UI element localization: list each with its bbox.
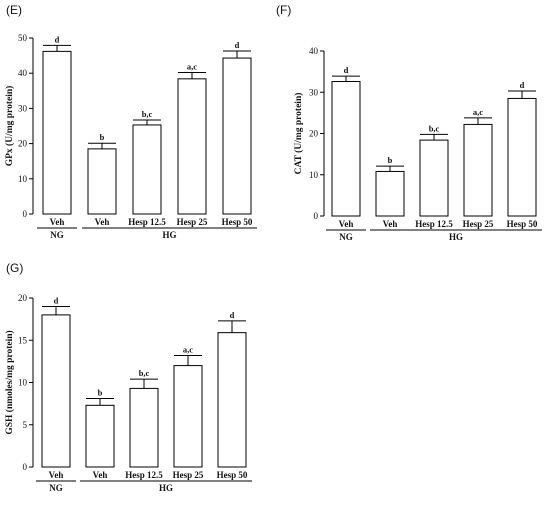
y-tick-label: 10 xyxy=(18,378,28,388)
significance-label: b,c xyxy=(429,123,440,133)
significance-label: b xyxy=(100,132,105,142)
bar xyxy=(331,81,361,217)
significance-label: b xyxy=(388,155,393,165)
category-label: Hesp 12.5 xyxy=(125,470,163,480)
significance-label: d xyxy=(520,80,525,90)
group-label: NG xyxy=(50,230,64,240)
bar xyxy=(129,387,159,468)
y-tick-label: 30 xyxy=(309,87,319,97)
category-label: Veh xyxy=(93,470,108,480)
group-label: HG xyxy=(162,230,176,240)
y-tick-label: 40 xyxy=(309,46,319,56)
bar xyxy=(419,139,449,217)
chart-panel-2: (F) 0 10 20 30 40 CAT (U/mg protein) d Veh b Veh b,… xyxy=(276,3,542,242)
panel-label: (F) xyxy=(276,3,291,17)
y-axis-label: CAT (U/mg protein) xyxy=(293,93,304,175)
category-label: Veh xyxy=(95,217,110,227)
significance-label: d xyxy=(54,295,59,305)
significance-label: d xyxy=(235,40,240,50)
chart-panel-1: (E) 0 10 20 30 40 50 GPx (U/mg protein) d Veh b Veh… xyxy=(4,3,257,240)
y-tick-label: 0 xyxy=(23,209,28,219)
y-tick-label: 50 xyxy=(18,33,28,43)
significance-label: b xyxy=(98,388,103,398)
y-tick-label: 40 xyxy=(18,68,28,78)
category-label: Hesp 25 xyxy=(173,470,204,480)
y-tick-label: 10 xyxy=(309,170,319,180)
significance-label: d xyxy=(55,34,60,44)
group-label: NG xyxy=(339,232,353,242)
group-label: HG xyxy=(449,232,463,242)
y-tick-label: 0 xyxy=(23,462,28,472)
category-label: Hesp 50 xyxy=(507,219,538,229)
category-label: Veh xyxy=(49,470,64,480)
panel-label: (E) xyxy=(6,3,22,17)
y-tick-label: 20 xyxy=(18,293,28,303)
y-tick-label: 20 xyxy=(18,139,28,149)
bar xyxy=(463,123,493,217)
significance-label: a,c xyxy=(473,107,483,117)
bar xyxy=(217,332,247,468)
significance-label: d xyxy=(230,310,235,320)
chart-panel-3: (G) 0 5 10 15 20 GSH (nmoles/mg protein) d Veh b V… xyxy=(4,261,252,493)
y-axis-label: GPx (U/mg protein) xyxy=(4,86,15,167)
bar xyxy=(87,148,117,215)
y-tick-label: 5 xyxy=(23,420,28,430)
category-label: Hesp 25 xyxy=(463,219,494,229)
y-axis-label: GSH (nmoles/mg protein) xyxy=(4,330,15,434)
category-label: Hesp 25 xyxy=(177,217,208,227)
group-label: HG xyxy=(159,483,173,493)
category-label: Hesp 12.5 xyxy=(128,217,166,227)
panel-label: (G) xyxy=(6,261,23,275)
y-tick-label: 20 xyxy=(309,129,319,139)
bar xyxy=(222,57,252,215)
category-label: Hesp 12.5 xyxy=(415,219,453,229)
significance-label: d xyxy=(344,65,349,75)
category-label: Hesp 50 xyxy=(222,217,253,227)
y-tick-label: 30 xyxy=(18,103,28,113)
category-label: Veh xyxy=(383,219,398,229)
bar xyxy=(41,314,71,468)
bar xyxy=(132,124,162,215)
significance-label: a,c xyxy=(183,344,193,354)
group-label: NG xyxy=(49,483,63,493)
bar xyxy=(173,365,203,468)
bar xyxy=(507,97,537,217)
bar xyxy=(177,78,207,215)
bar xyxy=(85,404,115,468)
y-tick-label: 0 xyxy=(314,211,319,221)
category-label: Veh xyxy=(50,217,65,227)
y-tick-label: 15 xyxy=(18,335,28,345)
category-label: Veh xyxy=(339,219,354,229)
bar xyxy=(375,170,405,217)
y-tick-label: 10 xyxy=(18,174,28,184)
category-label: Hesp 50 xyxy=(217,470,248,480)
significance-label: b,c xyxy=(142,109,153,119)
significance-label: a,c xyxy=(187,61,197,71)
significance-label: b,c xyxy=(139,368,150,378)
bar xyxy=(42,50,72,215)
